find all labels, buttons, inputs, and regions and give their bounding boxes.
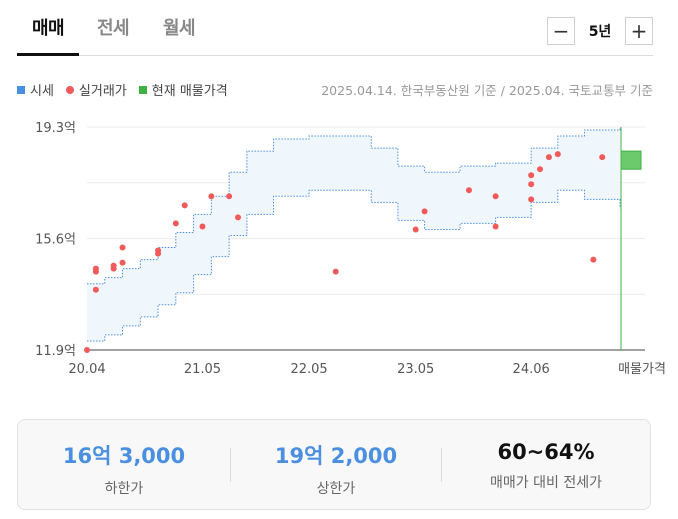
transaction-point (119, 259, 126, 266)
transaction-point (110, 262, 117, 269)
transaction-point (412, 226, 419, 233)
x-tick-label: 23.05 (397, 362, 434, 377)
market-price-band (87, 127, 620, 341)
transaction-point (84, 347, 90, 353)
transaction-point (172, 220, 179, 227)
transaction-point (208, 193, 215, 200)
transaction-point (492, 193, 499, 200)
legend-item-listing: 현재 매물가격 (138, 80, 228, 99)
transaction-point (199, 223, 206, 230)
y-tick-label: 11.9억 (35, 344, 76, 359)
summary-lower-bound: 16억 3,000 하한가 (18, 420, 230, 509)
transaction-point (545, 154, 552, 161)
x-tick-label: 24.06 (513, 362, 550, 377)
jeonse-ratio-value: 60~64% (497, 440, 595, 464)
band-upper-line (87, 127, 621, 285)
price-type-tabs: 매매 전세 월세 (17, 0, 653, 56)
transaction-point (492, 223, 499, 230)
transaction-point (332, 268, 339, 275)
listing-price-bar (620, 150, 642, 170)
legend-label-transactions: 실거래가 (78, 84, 127, 99)
period-value: 5년 (588, 24, 612, 40)
transaction-point (119, 244, 126, 251)
transaction-point (590, 256, 597, 263)
tab-monthly-rent[interactable]: 월세 (163, 18, 196, 39)
active-tab-indicator (17, 53, 79, 56)
x-tick-label-listing: 매물가격 (618, 362, 666, 377)
y-tick-label: 15.6억 (35, 233, 76, 248)
transaction-point (528, 196, 535, 203)
transaction-point (421, 208, 428, 215)
transaction-point (226, 193, 233, 200)
listing-swatch (138, 85, 147, 94)
lower-bound-value: 16억 3,000 (62, 444, 186, 468)
summary-divider (441, 448, 442, 482)
band-lower-line (87, 189, 621, 342)
legend-item-transactions: 실거래가 (65, 80, 127, 99)
x-tick-label: 20.04 (68, 362, 105, 377)
source-note: 2025.04.14. 한국부동산원 기준 / 2025.04. 국토교통부 기… (321, 83, 653, 98)
transaction-point (528, 181, 535, 188)
period-plus-button[interactable]: + (625, 17, 653, 45)
legend-item-market-price: 시세 (17, 80, 54, 99)
market-price-swatch (17, 85, 25, 94)
jeonse-ratio-label: 매매가 대비 전세가 (490, 475, 602, 491)
x-tick-label: 21.05 (184, 362, 221, 377)
period-minus-button[interactable]: − (547, 17, 575, 45)
transaction-point (599, 154, 606, 161)
transaction-point (554, 151, 561, 158)
tab-jeonse[interactable]: 전세 (97, 18, 130, 39)
transaction-point (181, 202, 188, 209)
legend-label-market-price: 시세 (30, 84, 54, 99)
x-tick-label: 22.05 (290, 362, 327, 377)
transaction-point (235, 214, 242, 221)
transaction-point (537, 166, 544, 173)
transaction-point (92, 265, 99, 272)
price-summary-card: 16억 3,000 하한가 19억 2,000 상한가 60~64% 매매가 대… (17, 419, 651, 510)
transaction-swatch (65, 85, 74, 94)
summary-jeonse-ratio: 60~64% 매매가 대비 전세가 (442, 420, 650, 509)
transaction-point (92, 286, 99, 293)
transaction-point (528, 172, 535, 179)
transaction-point (155, 247, 162, 254)
tab-sale[interactable]: 매매 (32, 18, 65, 39)
lower-bound-label: 하한가 (104, 481, 144, 497)
price-chart: 19.3억 15.6억 11.9억 20.04 21.05 22.05 23.05 24.06… (35, 121, 666, 377)
period-stepper: − 5년 + (547, 16, 653, 46)
summary-upper-bound: 19억 2,000 상한가 (231, 420, 441, 509)
legend-label-listing: 현재 매물가격 (151, 84, 228, 99)
upper-bound-value: 19억 2,000 (274, 444, 398, 468)
transaction-point (465, 187, 472, 194)
upper-bound-label: 상한가 (316, 481, 356, 497)
chart-legend: 시세 실거래가 현재 매물가격 (17, 80, 240, 99)
y-tick-label: 19.3억 (35, 121, 76, 136)
summary-divider (230, 448, 231, 482)
